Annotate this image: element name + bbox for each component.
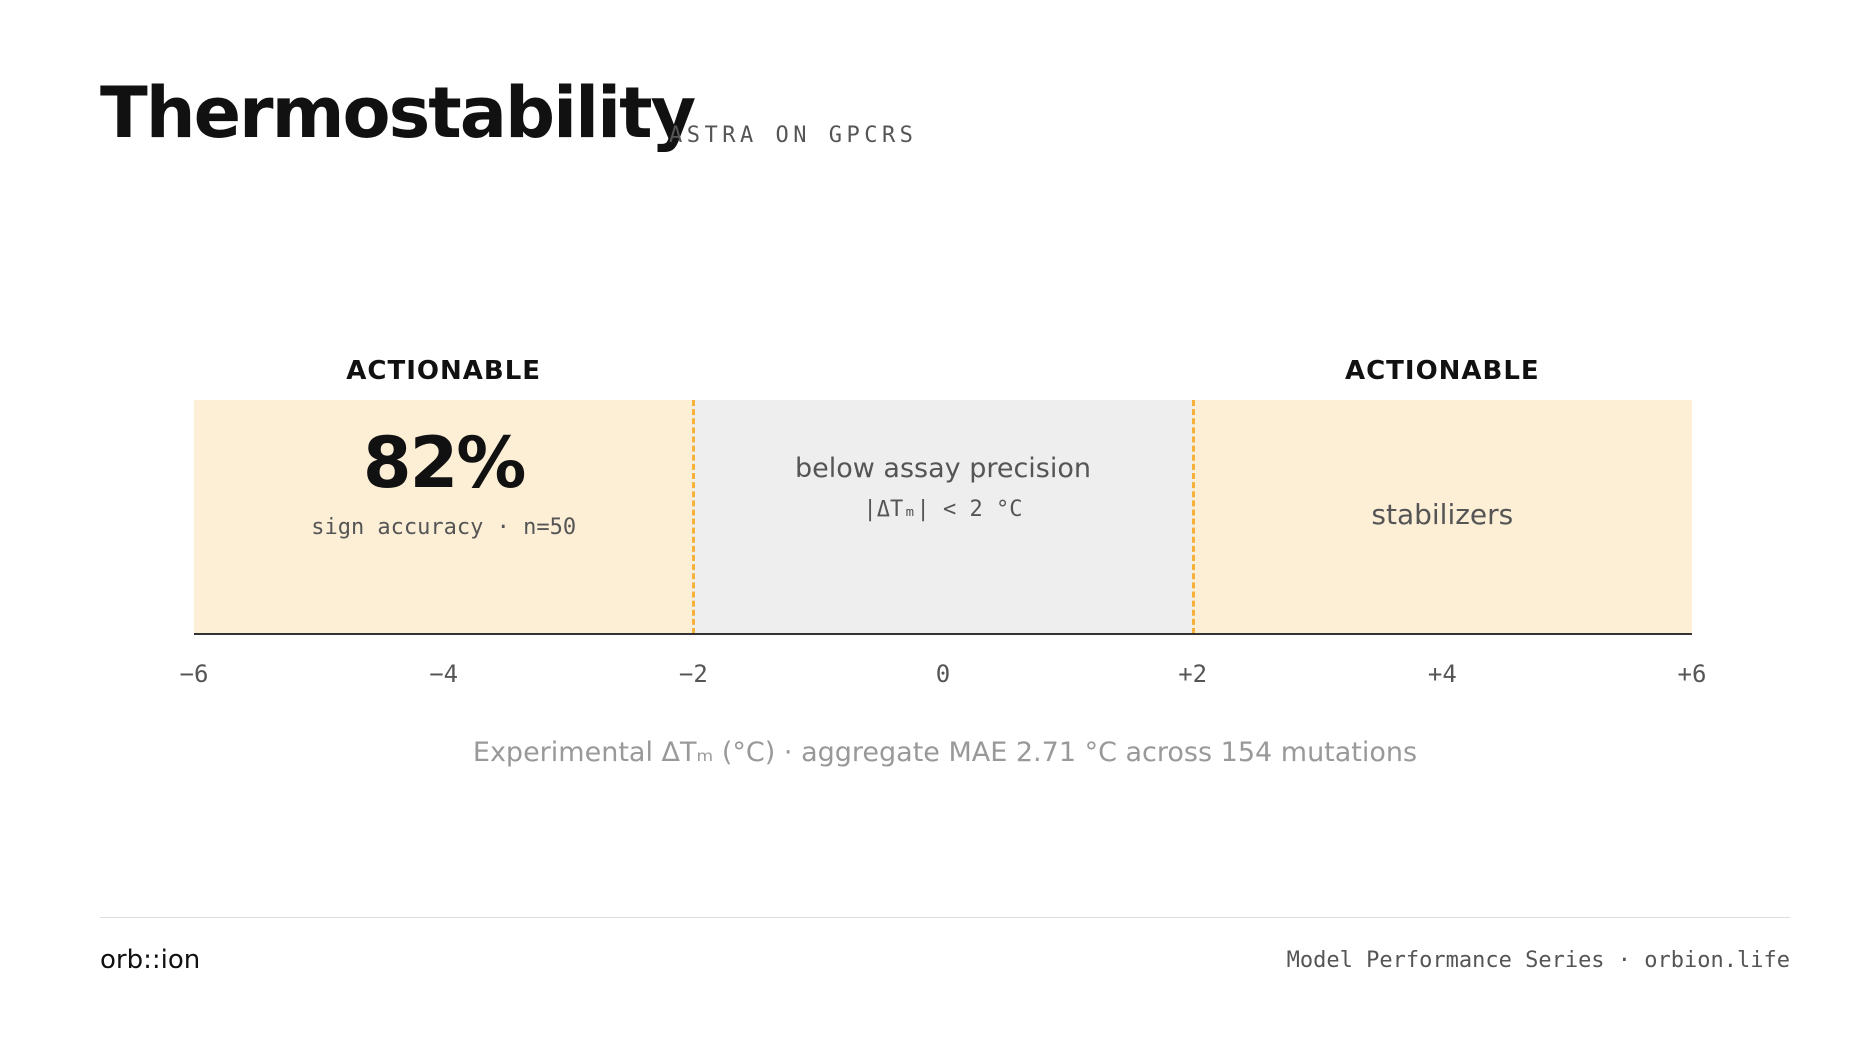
x-tick-label: +4 [1427, 660, 1457, 688]
x-tick-label: 0 [935, 660, 951, 688]
zone-header-right: ACTIONABLE [1344, 356, 1540, 386]
zone-band-right [1192, 400, 1692, 634]
page-title: Thermostability [100, 72, 696, 154]
footer-divider [100, 917, 1790, 918]
precision-zone-range: |ΔTₘ| < 2 °C [863, 497, 1023, 522]
x-tick-label: −4 [429, 660, 459, 688]
x-tick-label: +6 [1677, 660, 1707, 688]
x-tick-label: +2 [1178, 660, 1208, 688]
threshold-line-positive [1191, 400, 1195, 634]
sign-accuracy-stat: 82% [362, 422, 527, 504]
x-tick-label: −2 [678, 660, 708, 688]
zone-band-center [693, 400, 1193, 634]
footer-series-text: Model Performance Series · orbion.life [1286, 948, 1790, 973]
x-axis-caption: Experimental ΔTₘ (°C) · aggregate MAE 2.… [472, 737, 1418, 768]
zone-band-left [194, 400, 694, 634]
zone-header-left: ACTIONABLE [346, 356, 542, 386]
brand-logo: orb::ion [100, 945, 201, 975]
stabilizers-label: stabilizers [1371, 498, 1514, 531]
x-tick-label: −6 [179, 660, 209, 688]
page-subtitle: ASTRA ON GPCRS [669, 123, 918, 148]
sign-accuracy-caption: sign accuracy · n=50 [311, 515, 577, 540]
axis-baseline [194, 633, 1692, 635]
precision-zone-title: below assay precision [794, 453, 1092, 484]
threshold-line-negative [692, 400, 696, 634]
